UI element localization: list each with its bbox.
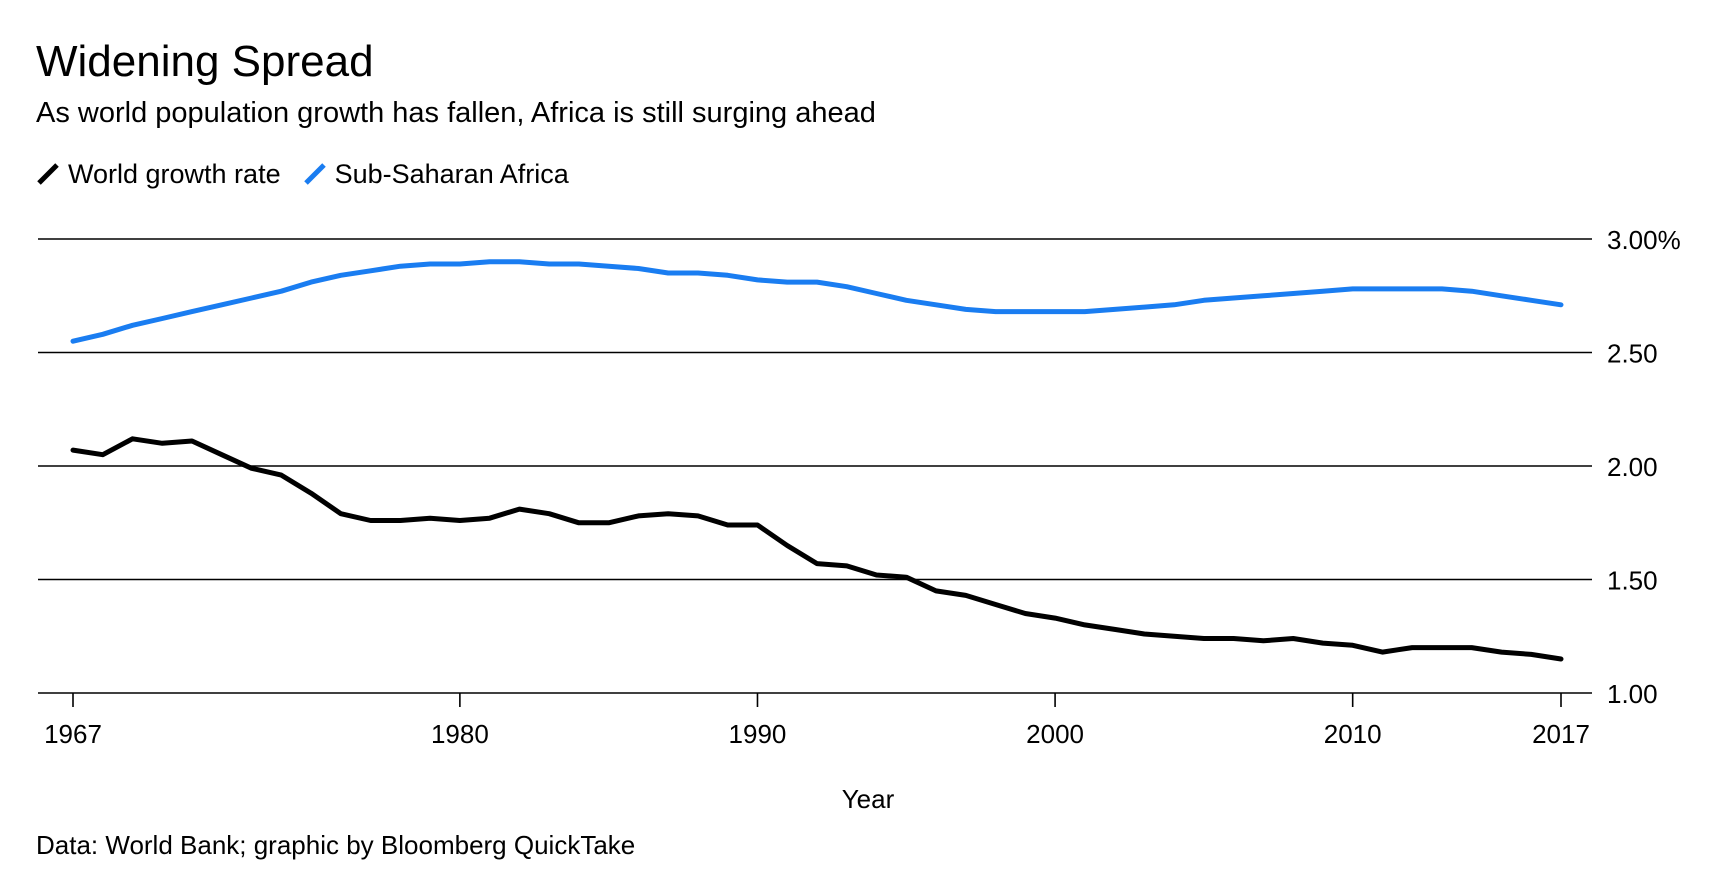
grid-lines (38, 238, 1592, 707)
legend-swatch-world (37, 163, 59, 185)
legend-label-africa: Sub-Saharan Africa (334, 159, 569, 189)
legend: World growth rate Sub-Saharan Africa (36, 156, 591, 192)
series-line-africa (70, 259, 1564, 344)
y-tick-label: 3.00% (1607, 225, 1681, 255)
x-axis-label: Year (842, 784, 895, 814)
x-tick-label: 1967 (44, 719, 102, 749)
y-tick-label: 1.00 (1607, 679, 1658, 709)
x-tick-label: 1980 (431, 719, 489, 749)
chart-title: Widening Spread (36, 37, 374, 86)
series-line-world (70, 436, 1564, 662)
x-tick-label: 2017 (1532, 719, 1590, 749)
x-tick-label: 2000 (1026, 719, 1084, 749)
x-tick-label: 1990 (729, 719, 787, 749)
y-tick-label: 2.50 (1607, 339, 1658, 369)
chart-subtitle: As world population growth has fallen, A… (36, 97, 876, 129)
source-note: Data: World Bank; graphic by Bloomberg Q… (36, 830, 636, 860)
legend-item-africa: Sub-Saharan Africa (303, 156, 569, 192)
legend-label-world: World growth rate (68, 159, 281, 189)
y-tick-label: 1.50 (1607, 566, 1658, 596)
series-lines (70, 259, 1564, 662)
legend-swatch-africa (303, 163, 326, 185)
legend-item-world: World growth rate (36, 156, 281, 192)
axis-labels: 3.00% 2.50 2.00 1.50 1.00 1967 1980 1990 2000 201… (44, 225, 1681, 749)
x-tick-label: 2010 (1324, 719, 1382, 749)
y-tick-label: 2.00 (1607, 452, 1658, 482)
